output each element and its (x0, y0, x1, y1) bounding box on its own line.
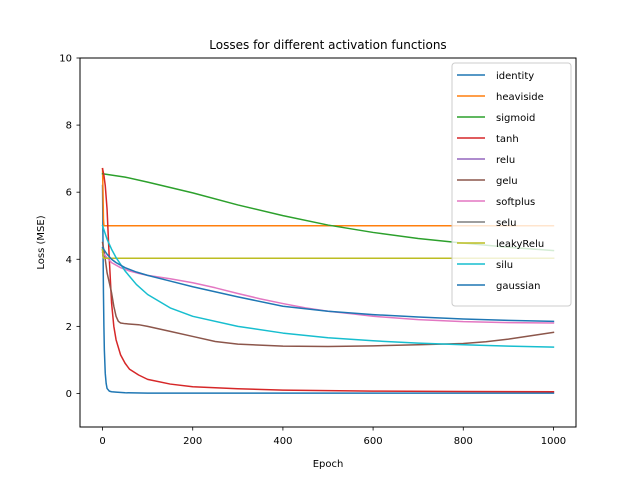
x-axis: 0 200 400 600 800 1000 (99, 427, 566, 447)
x-tick-label: 400 (273, 436, 292, 447)
legend-label-relu: relu (496, 155, 515, 166)
legend-label-leakyRelu: leakyRelu (496, 239, 544, 250)
x-axis-label: Epoch (313, 459, 344, 470)
chart-title: Losses for different activation function… (209, 38, 446, 52)
y-tick-label: 10 (59, 54, 72, 65)
y-axis: 0 2 4 6 8 10 (59, 54, 80, 400)
series-line-gelu (101, 241, 555, 348)
x-tick-label: 600 (364, 436, 383, 447)
series-layer (101, 167, 555, 394)
legend: identity heaviside sigmoid tanh relu gelu soft… (451, 62, 572, 307)
legend-label-gelu: gelu (496, 176, 518, 187)
plot-frame (79, 57, 577, 428)
legend-label-softplus: softplus (496, 197, 535, 208)
series-line-leakyRelu (101, 248, 555, 260)
x-tick-label: 800 (454, 436, 473, 447)
series-line-identity (101, 184, 555, 394)
y-tick-label: 6 (66, 188, 72, 199)
x-tick-label: 0 (99, 436, 105, 447)
y-tick-label: 8 (66, 121, 72, 132)
y-tick-label: 4 (66, 255, 72, 266)
y-tick-label: 2 (66, 322, 72, 333)
series-line-silu (101, 224, 555, 348)
legend-box (451, 62, 572, 307)
series-line-tanh (101, 167, 555, 393)
legend-label-tanh: tanh (496, 134, 519, 145)
y-axis-label: Loss (MSE) (36, 215, 47, 269)
legend-label-identity: identity (496, 71, 534, 82)
legend-label-gaussian: gaussian (496, 281, 540, 292)
legend-label-silu: silu (496, 260, 513, 271)
series-line-gaussian (101, 246, 555, 323)
series-line-heaviside (101, 167, 555, 227)
legend-label-heaviside: heaviside (496, 92, 544, 103)
legend-label-selu: selu (496, 218, 516, 229)
legend-label-sigmoid: sigmoid (496, 113, 535, 124)
x-tick-label: 200 (183, 436, 202, 447)
y-tick-label: 0 (66, 389, 72, 400)
x-tick-label: 1000 (541, 436, 566, 447)
